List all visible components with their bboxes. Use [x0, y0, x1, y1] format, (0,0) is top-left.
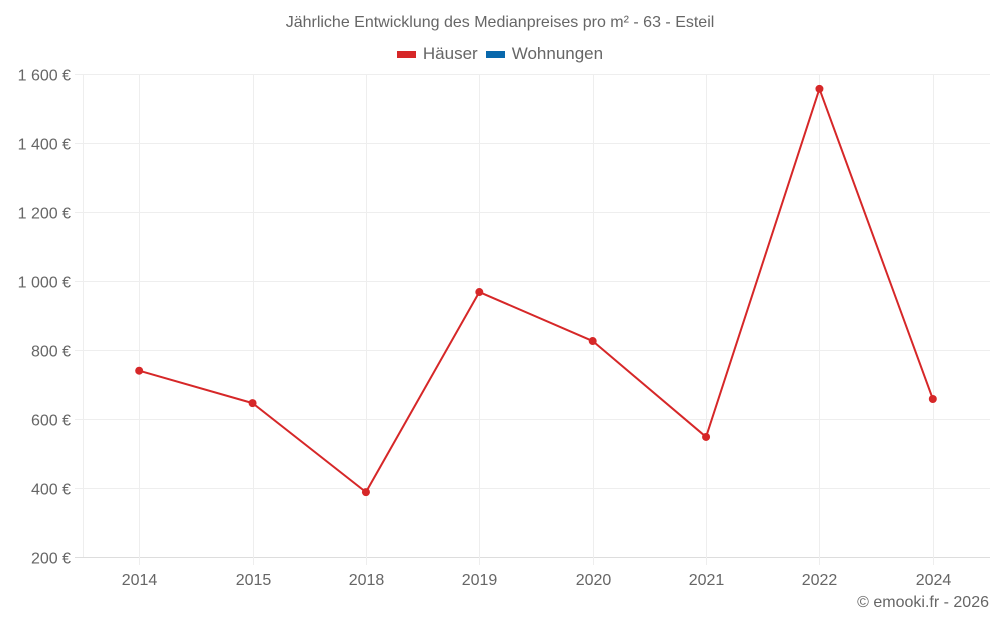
y-tick-label: 400 € — [31, 482, 71, 499]
x-tick-label: 2014 — [122, 572, 158, 589]
data-point[interactable] — [248, 399, 257, 408]
data-point[interactable] — [588, 337, 597, 346]
y-tick-label: 1 200 € — [18, 206, 71, 223]
x-axis: 2014 2015 2018 2019 2020 2021 2022 2024 — [122, 572, 952, 589]
legend-label-haeuser: Häuser — [422, 44, 478, 63]
y-axis: 200 € 400 € 600 € 800 € 1 000 € 1 200 € 1 400 … — [18, 68, 71, 568]
x-tick-label: 2020 — [576, 572, 612, 589]
data-point[interactable] — [475, 288, 484, 297]
x-tick-label: 2022 — [802, 572, 838, 589]
legend: Häuser Wohnungen — [0, 44, 1000, 64]
x-tick-label: 2019 — [462, 572, 498, 589]
y-tick-label: 1 400 € — [18, 137, 71, 154]
y-tick-label: 1 600 € — [18, 68, 71, 85]
legend-swatch-haeuser — [396, 50, 416, 58]
legend-label-wohnungen: Wohnungen — [511, 44, 604, 63]
x-tick-label: 2015 — [236, 572, 272, 589]
y-tick-label: 600 € — [31, 413, 71, 430]
data-point[interactable] — [928, 394, 937, 403]
data-point[interactable] — [135, 366, 144, 375]
legend-item-haeuser[interactable]: Häuser — [396, 44, 478, 64]
copyright-footer: © emooki.fr - 2026 — [857, 594, 989, 611]
gridlines — [75, 74, 990, 565]
legend-item-wohnungen[interactable]: Wohnungen — [485, 44, 604, 64]
data-point[interactable] — [815, 84, 824, 93]
data-point[interactable] — [361, 488, 370, 497]
legend-swatch-wohnungen — [485, 50, 505, 58]
y-tick-label: 1 000 € — [18, 275, 71, 292]
x-tick-label: 2021 — [689, 572, 725, 589]
data-point[interactable] — [702, 432, 711, 441]
chart-title: Jährliche Entwicklung des Medianpreises … — [285, 14, 715, 31]
x-tick-label: 2018 — [349, 572, 385, 589]
series-haeuser — [135, 84, 937, 497]
y-tick-label: 200 € — [31, 551, 71, 568]
x-tick-label: 2024 — [916, 572, 952, 589]
y-tick-label: 800 € — [31, 344, 71, 361]
